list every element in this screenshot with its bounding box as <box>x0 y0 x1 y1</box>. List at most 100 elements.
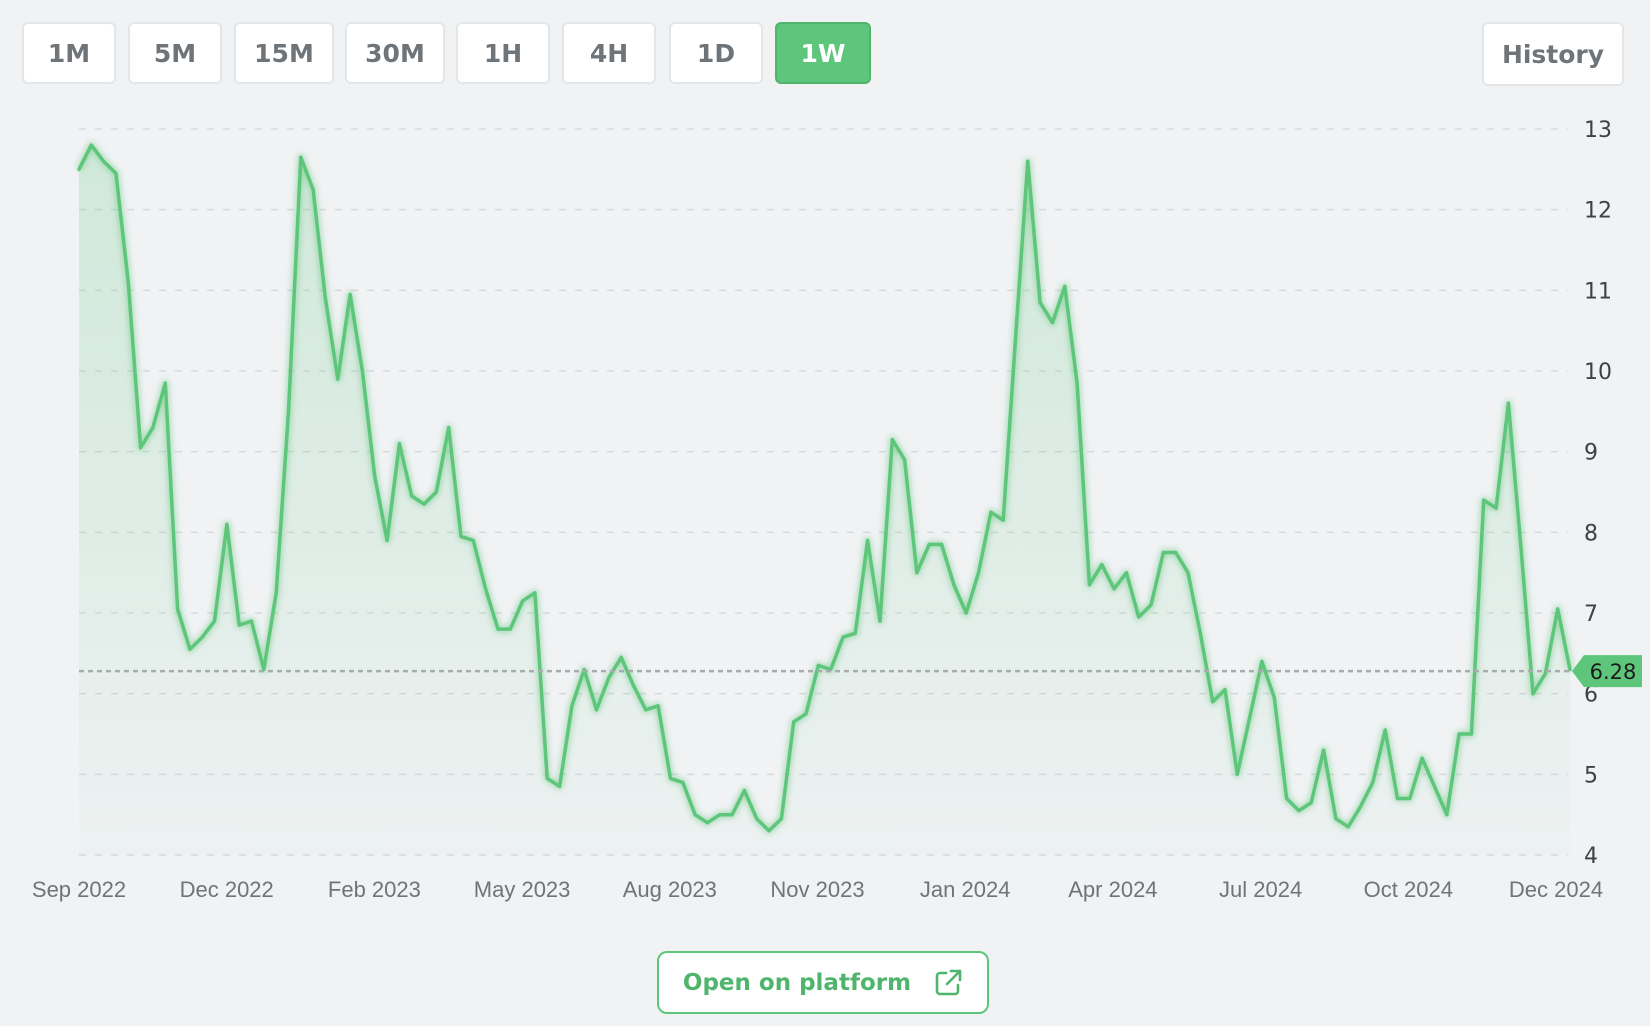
data-point <box>89 143 93 147</box>
x-tick-label: Aug 2023 <box>623 877 717 902</box>
data-point <box>1297 809 1301 813</box>
price-chart: 4 5 6 7 8 9 10 11 12 13 Sep 2022 Dec 2022 Feb 2023 M… <box>32 118 1642 902</box>
x-tick-label: Feb 2023 <box>328 877 421 902</box>
data-point <box>644 708 648 712</box>
data-point <box>188 647 192 651</box>
data-point <box>570 704 574 708</box>
timeframe-5m-button[interactable]: 5M <box>128 22 222 84</box>
data-point <box>1100 563 1104 567</box>
data-point <box>1285 796 1289 801</box>
y-tick-label: 7 <box>1584 602 1598 627</box>
data-point <box>1001 518 1005 522</box>
data-point <box>964 611 968 615</box>
data-point <box>422 502 426 506</box>
data-point <box>915 571 919 575</box>
data-point <box>1075 381 1079 385</box>
y-tick-label: 10 <box>1584 360 1612 385</box>
data-point <box>1272 696 1276 700</box>
data-point <box>1531 692 1535 696</box>
data-point <box>447 425 451 430</box>
data-point <box>1063 284 1067 288</box>
data-point <box>102 159 106 163</box>
data-point <box>410 494 414 498</box>
data-point <box>126 280 130 284</box>
timeframe-1m-button[interactable]: 1M <box>22 22 116 84</box>
data-point <box>114 171 118 175</box>
x-tick-label: Dec 2024 <box>1509 877 1603 902</box>
current-value-label: 6.28 <box>1590 660 1637 684</box>
x-tick-label: Oct 2024 <box>1364 877 1453 902</box>
data-point <box>286 409 291 413</box>
y-tick-label: 5 <box>1584 763 1598 788</box>
data-point <box>705 821 710 825</box>
data-point <box>1506 401 1510 405</box>
y-tick-label: 12 <box>1584 199 1612 224</box>
data-point <box>1124 571 1128 575</box>
data-point <box>755 817 759 821</box>
data-point <box>1013 337 1018 341</box>
x-axis: Sep 2022 Dec 2022 Feb 2023 May 2023 Aug 2023… <box>32 877 1603 902</box>
data-point <box>1482 498 1486 502</box>
y-tick-label: 11 <box>1584 279 1612 304</box>
data-point <box>656 704 660 708</box>
data-point <box>459 534 463 539</box>
history-button[interactable]: History <box>1482 22 1624 86</box>
data-point <box>1087 583 1091 587</box>
timeframe-1w-button[interactable]: 1W <box>775 22 871 84</box>
timeframe-4h-button[interactable]: 4H <box>562 22 656 84</box>
data-point <box>1519 542 1523 547</box>
data-point <box>816 663 820 668</box>
data-point <box>274 591 278 595</box>
data-point <box>718 813 722 817</box>
current-value-badge: 6.28 <box>1572 655 1642 688</box>
data-point <box>730 813 734 817</box>
open-on-platform-button[interactable]: Open on platform <box>657 951 989 1014</box>
series-line <box>77 143 1572 833</box>
x-tick-label: Jul 2024 <box>1219 877 1302 902</box>
data-point <box>1358 805 1363 809</box>
data-point <box>866 538 870 543</box>
x-tick-label: Nov 2023 <box>770 877 864 902</box>
open-on-platform-label: Open on platform <box>682 969 912 996</box>
y-tick-label: 6 <box>1584 683 1598 708</box>
data-point <box>693 813 697 817</box>
data-point <box>1174 550 1178 555</box>
data-point <box>1050 321 1055 325</box>
data-point <box>1556 607 1560 611</box>
data-point <box>237 623 241 627</box>
data-point <box>1420 756 1424 760</box>
x-tick-label: Jan 2024 <box>920 877 1011 902</box>
data-point <box>1248 716 1252 720</box>
data-point <box>1568 667 1572 672</box>
y-tick-label: 9 <box>1584 441 1598 466</box>
data-point <box>163 381 167 385</box>
data-point <box>1198 631 1202 635</box>
data-point <box>940 542 944 547</box>
series-area <box>79 145 1570 856</box>
timeframe-1d-button[interactable]: 1D <box>669 22 763 84</box>
data-point <box>1260 659 1264 664</box>
timeframe-30m-button[interactable]: 30M <box>345 22 445 84</box>
data-point <box>323 296 327 300</box>
data-point <box>681 780 685 785</box>
data-point <box>360 369 364 373</box>
y-axis: 4 5 6 7 8 9 10 11 12 13 <box>1584 118 1612 869</box>
timeframe-1h-button[interactable]: 1H <box>456 22 550 84</box>
data-point <box>1235 772 1239 776</box>
data-point <box>1383 728 1387 732</box>
data-point <box>77 167 81 171</box>
data-point <box>1186 571 1190 575</box>
timeframe-15m-button[interactable]: 15M <box>234 22 334 84</box>
data-point <box>1026 159 1030 163</box>
data-point <box>976 571 981 575</box>
data-point <box>607 675 611 680</box>
data-point <box>594 708 599 712</box>
data-point <box>1038 300 1042 304</box>
data-point <box>779 817 784 821</box>
data-point <box>1223 688 1227 692</box>
data-point <box>397 442 401 446</box>
data-point <box>249 619 254 623</box>
data-point <box>348 292 352 296</box>
data-point <box>742 788 747 793</box>
data-point <box>668 776 673 781</box>
